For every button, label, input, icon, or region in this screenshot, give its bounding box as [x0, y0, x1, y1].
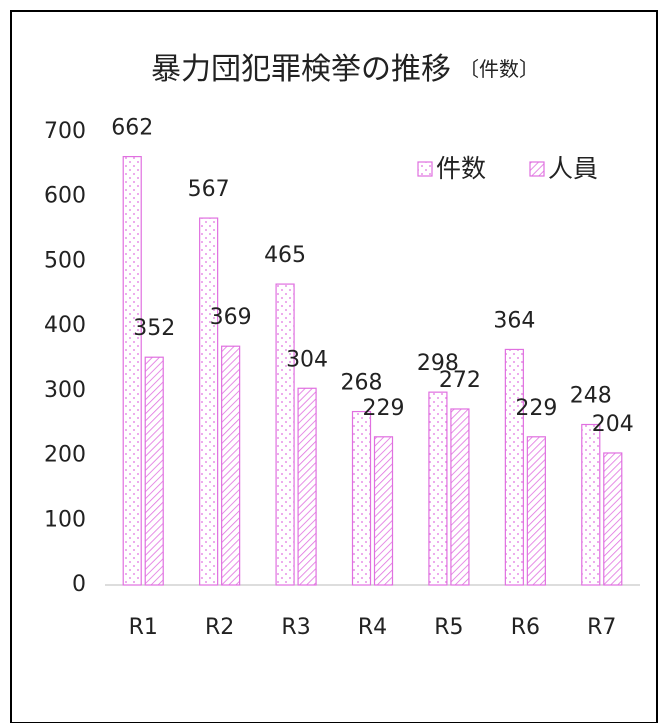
legend-swatch	[417, 161, 433, 177]
value-label: 298	[417, 351, 459, 376]
bar	[351, 410, 372, 586]
value-label: 268	[341, 371, 383, 396]
bar	[581, 423, 601, 586]
y-tick-label: 400	[44, 313, 86, 338]
legend-label: 件数	[436, 154, 486, 183]
bar	[144, 356, 164, 586]
y-tick-label: 0	[72, 572, 86, 597]
bar	[504, 348, 524, 586]
frame	[10, 10, 658, 723]
bar	[297, 387, 317, 586]
value-label: 204	[592, 412, 634, 437]
bar	[122, 155, 142, 586]
x-tick-label: R5	[434, 615, 463, 640]
x-tick-label: R1	[129, 615, 158, 640]
bar	[373, 436, 394, 586]
chart-title-group: 暴力団犯罪検挙の推移 〔件数〕	[151, 52, 539, 87]
value-label: 229	[515, 396, 557, 421]
x-tick-label: R6	[511, 615, 540, 640]
value-label: 662	[111, 116, 153, 141]
bar	[603, 452, 623, 586]
x-tick-label: R2	[205, 615, 234, 640]
legend-label: 人員	[548, 154, 598, 183]
bar	[275, 283, 295, 586]
chart-title: 暴力団犯罪検挙の推移	[151, 52, 451, 87]
chart-subtitle: 〔件数〕	[459, 57, 539, 81]
x-tick-label: R7	[587, 615, 616, 640]
value-label: 567	[188, 177, 230, 202]
value-label: 272	[439, 368, 481, 393]
bar	[199, 217, 219, 586]
bar	[526, 436, 546, 586]
y-tick-label: 600	[44, 184, 86, 209]
value-label: 304	[286, 347, 328, 372]
y-tick-label: 200	[44, 443, 86, 468]
y-tick-label: 700	[44, 119, 86, 144]
value-label: 369	[210, 305, 252, 330]
value-label: 364	[493, 308, 535, 333]
legend-swatch	[529, 161, 545, 177]
x-tick-label: R4	[358, 615, 387, 640]
bar	[450, 408, 470, 586]
y-tick-label: 500	[44, 248, 86, 273]
bar	[428, 391, 448, 586]
x-tick-label: R3	[281, 615, 310, 640]
value-label: 248	[570, 384, 612, 409]
y-tick-label: 100	[44, 507, 86, 532]
value-label: 465	[264, 243, 306, 268]
y-tick-label: 300	[44, 378, 86, 403]
value-label: 229	[363, 396, 405, 421]
bar	[221, 345, 241, 586]
value-label: 352	[133, 316, 175, 341]
